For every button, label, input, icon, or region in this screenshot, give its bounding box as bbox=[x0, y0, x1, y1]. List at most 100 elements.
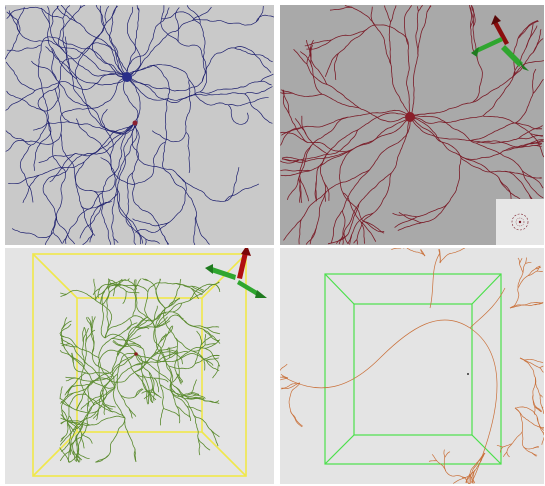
dendrite-branch bbox=[67, 423, 72, 434]
dendrite-branch bbox=[391, 248, 402, 251]
neuron-view-top-right[interactable] bbox=[280, 5, 544, 245]
viewport-background bbox=[280, 248, 544, 484]
dendrite-branch bbox=[260, 73, 274, 82]
dendrite-branch bbox=[532, 79, 544, 94]
dendrite-branch bbox=[390, 64, 411, 118]
dendrite-branch bbox=[280, 92, 293, 94]
dendrite-branch bbox=[522, 263, 526, 273]
dendrite-branch bbox=[280, 131, 308, 143]
dendrite-branch bbox=[64, 348, 85, 369]
dendrite-branch bbox=[186, 5, 201, 24]
dendrite-branch bbox=[61, 317, 68, 330]
dendrite-branch bbox=[133, 361, 156, 366]
dendrite-branch bbox=[517, 20, 539, 39]
dendrite-branch bbox=[156, 336, 167, 355]
dendrite-branch bbox=[18, 31, 128, 78]
dendrite-branch bbox=[517, 257, 520, 264]
dendrite-branch bbox=[132, 315, 158, 322]
dendrite-branch bbox=[90, 331, 95, 353]
dendrite-branch bbox=[403, 5, 413, 46]
dendrite-branch bbox=[504, 170, 530, 195]
dendrite-branch bbox=[120, 395, 130, 409]
dendrite-branch bbox=[6, 81, 60, 112]
dendrite-branch bbox=[59, 447, 70, 463]
dendrite-branch bbox=[39, 161, 85, 176]
dendrite-branch bbox=[126, 290, 140, 294]
dendrite-branch bbox=[89, 415, 126, 426]
dendrite-branch bbox=[93, 157, 116, 193]
dendrite-branch bbox=[469, 6, 474, 27]
dendrite-branch bbox=[324, 52, 339, 77]
dendrite-branch bbox=[133, 242, 137, 245]
dendrite-branch bbox=[443, 449, 446, 458]
dendrite-branch bbox=[191, 393, 206, 399]
thumbnail-inset[interactable] bbox=[496, 199, 544, 245]
soma bbox=[134, 352, 138, 356]
dendrite-branch bbox=[81, 200, 112, 210]
dendrite-branch bbox=[319, 153, 327, 183]
dendrite-branch bbox=[212, 354, 220, 357]
dendrite-branch bbox=[292, 92, 323, 98]
dendrite-branch bbox=[476, 140, 530, 148]
dendrite-branch bbox=[358, 107, 410, 123]
dendrite-branch bbox=[114, 365, 134, 389]
dendrite-branch bbox=[153, 312, 167, 321]
dendrite-branch bbox=[416, 202, 449, 218]
dendrite-branch bbox=[148, 371, 153, 390]
dendrite-branch bbox=[124, 417, 136, 450]
dendrite-branch bbox=[113, 238, 119, 244]
dendrite-branch bbox=[283, 89, 290, 114]
dendrite-branch bbox=[178, 353, 207, 361]
dendrite-branch bbox=[100, 304, 106, 339]
dendrite-branch bbox=[203, 329, 217, 341]
dendrite-branch bbox=[518, 135, 544, 140]
dendrite-branch bbox=[519, 258, 523, 264]
dendrite-branch bbox=[369, 116, 411, 170]
dendrite-branch bbox=[196, 330, 202, 346]
dendrite-branch bbox=[148, 390, 153, 403]
dendrite-branch bbox=[181, 318, 205, 328]
dendrite-branch bbox=[287, 178, 299, 201]
axes-gizmo-icon[interactable] bbox=[471, 15, 529, 71]
dendrite-branch bbox=[61, 351, 85, 369]
dendrite-branch bbox=[168, 346, 171, 358]
neuron-view-bottom-right[interactable] bbox=[280, 248, 544, 484]
dendrite-branch bbox=[521, 170, 544, 199]
dendrite-branch bbox=[80, 433, 85, 449]
dendrite-branch bbox=[181, 394, 200, 397]
dendrite-branch bbox=[309, 149, 353, 172]
dendrite-branch bbox=[331, 210, 343, 243]
dendrite-branch bbox=[80, 401, 90, 410]
dendrite-branch bbox=[82, 233, 94, 245]
dendrite-branch bbox=[199, 23, 206, 82]
dendrite-branch bbox=[62, 18, 128, 86]
dendrite-branch bbox=[280, 363, 288, 371]
dendrite-branch bbox=[31, 60, 57, 81]
dendrite-branch bbox=[122, 291, 127, 304]
dendrite-branch bbox=[109, 5, 128, 78]
dendrite-branch bbox=[166, 346, 177, 350]
dendrite-branch bbox=[126, 318, 132, 331]
dendrite-branch bbox=[281, 158, 300, 162]
dendrite-branch bbox=[519, 357, 540, 369]
dendrite-branch bbox=[283, 219, 302, 241]
dendrite-branch bbox=[205, 357, 219, 361]
dendrite-branch bbox=[331, 28, 368, 41]
dendrite-branch bbox=[73, 372, 87, 386]
dendrite-branch bbox=[200, 335, 214, 346]
dendrite-branch bbox=[65, 122, 136, 173]
neuron-view-top-left[interactable] bbox=[5, 5, 274, 245]
dendrite-branch bbox=[161, 350, 172, 384]
dendrite-branch bbox=[186, 398, 205, 400]
dendrite-branch bbox=[5, 130, 31, 146]
dendrite-branch bbox=[409, 116, 470, 141]
dendrite-branch bbox=[5, 90, 36, 111]
dendrite-branch bbox=[482, 74, 515, 117]
neuron-view-bottom-left[interactable] bbox=[5, 248, 274, 484]
dendrite-branch bbox=[409, 116, 461, 156]
dendrite-branch bbox=[104, 404, 116, 408]
dendrite-branch bbox=[132, 290, 137, 317]
dendrite-branch bbox=[299, 177, 309, 202]
axes-gizmo-icon[interactable] bbox=[205, 248, 267, 298]
dendrite-branch bbox=[514, 407, 523, 432]
